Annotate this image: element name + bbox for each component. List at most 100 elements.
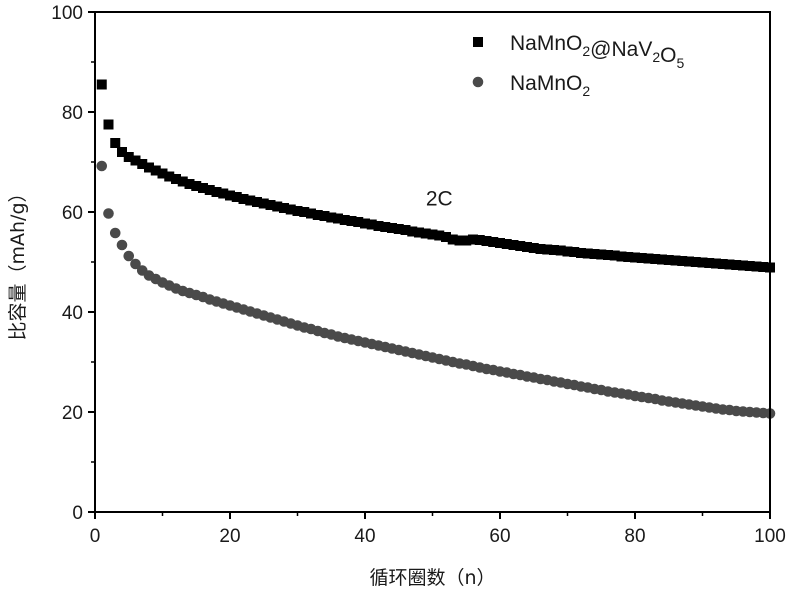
data-point-square bbox=[414, 227, 424, 238]
data-point-square bbox=[326, 212, 337, 223]
data-point-square bbox=[211, 187, 222, 197]
data-point-square bbox=[420, 228, 431, 239]
data-point-square bbox=[427, 229, 438, 240]
data-point-square bbox=[184, 179, 195, 189]
data-point-square bbox=[461, 235, 472, 246]
data-point-square bbox=[434, 230, 445, 241]
data-point-square bbox=[630, 252, 640, 263]
legend-label: NaMnO2@NaV2O5 bbox=[510, 32, 684, 71]
data-point-square bbox=[731, 260, 742, 270]
data-point-square bbox=[373, 221, 384, 231]
data-point-square bbox=[657, 254, 667, 265]
x-axis-ticks: 0 20 40 60 80 100 bbox=[90, 512, 786, 547]
data-point-circle bbox=[130, 258, 141, 270]
data-point-square bbox=[724, 259, 735, 270]
data-point-square bbox=[454, 235, 465, 246]
data-point-square bbox=[535, 244, 546, 254]
data-point-square bbox=[299, 207, 310, 217]
data-point-square bbox=[562, 246, 573, 257]
data-point-square bbox=[616, 251, 627, 262]
data-point-square bbox=[751, 261, 762, 272]
data-point-square bbox=[569, 247, 580, 257]
legend-marker-circle bbox=[472, 76, 484, 88]
data-point-square bbox=[312, 210, 323, 220]
data-point-square bbox=[501, 239, 512, 249]
x-axis-title: 循环圈数（n） bbox=[369, 567, 495, 589]
data-point-square bbox=[137, 159, 148, 169]
data-point-square bbox=[407, 226, 418, 237]
data-point-square bbox=[110, 138, 121, 148]
data-point-square bbox=[528, 243, 539, 253]
data-point-square bbox=[515, 241, 526, 251]
data-point-square bbox=[380, 222, 391, 232]
data-point-square bbox=[231, 192, 242, 202]
x-tick-label: 20 bbox=[219, 526, 240, 547]
data-point-square bbox=[204, 185, 215, 195]
data-point-square bbox=[596, 249, 607, 260]
data-point-square bbox=[481, 236, 492, 246]
data-point-square bbox=[589, 249, 600, 259]
data-point-square bbox=[387, 223, 397, 233]
data-point-square bbox=[697, 257, 708, 268]
data-point-square bbox=[360, 218, 370, 229]
data-point-square bbox=[157, 168, 168, 179]
data-point-square bbox=[677, 256, 688, 266]
data-point-square bbox=[225, 190, 235, 201]
legend-marker-square bbox=[473, 37, 483, 47]
data-point-square bbox=[670, 255, 681, 266]
data-point-square bbox=[582, 248, 593, 259]
data-point-square bbox=[306, 208, 316, 219]
data-point-square bbox=[542, 244, 553, 255]
data-point-square bbox=[258, 198, 269, 209]
data-point-square bbox=[319, 211, 330, 221]
data-point-square bbox=[744, 261, 755, 271]
data-point-square bbox=[366, 219, 377, 230]
data-point-square bbox=[738, 260, 748, 271]
data-point-square bbox=[346, 216, 357, 226]
data-point-square bbox=[130, 155, 141, 166]
x-tick-label: 0 bbox=[90, 526, 101, 547]
data-point-square bbox=[650, 254, 661, 264]
data-point-square bbox=[441, 232, 451, 242]
data-point-square bbox=[245, 195, 256, 206]
plot-frame bbox=[94, 11, 771, 513]
data-point-square bbox=[96, 79, 107, 90]
data-point-circle bbox=[116, 239, 128, 251]
data-point-square bbox=[144, 162, 154, 173]
data-point-square bbox=[218, 188, 229, 199]
data-point-square bbox=[292, 206, 303, 216]
y-axis-title: 比容量（mAh/g） bbox=[7, 183, 29, 340]
legend-label: NaMnO2 bbox=[510, 72, 590, 99]
data-point-square bbox=[609, 250, 620, 261]
data-point-square bbox=[265, 200, 276, 210]
data-point-square bbox=[333, 213, 343, 224]
data-point-square bbox=[636, 253, 647, 263]
data-series bbox=[96, 79, 776, 419]
data-point-square bbox=[198, 183, 208, 193]
y-tick-label: 40 bbox=[62, 303, 83, 324]
data-point-square bbox=[117, 147, 127, 157]
data-point-square bbox=[663, 255, 674, 265]
data-point-square bbox=[549, 245, 559, 255]
data-point-circle bbox=[96, 160, 108, 172]
y-tick-label: 60 bbox=[62, 203, 83, 224]
y-tick-label: 20 bbox=[62, 403, 83, 424]
data-point-square bbox=[171, 174, 181, 184]
data-point-square bbox=[285, 204, 296, 215]
y-axis-ticks: 0 20 40 60 80 100 bbox=[51, 3, 95, 524]
data-point-square bbox=[164, 171, 175, 182]
y-tick-label: 80 bbox=[62, 103, 83, 124]
data-point-square bbox=[447, 234, 458, 245]
data-point-square bbox=[643, 253, 654, 264]
data-point-square bbox=[252, 197, 262, 207]
data-point-square bbox=[684, 256, 694, 267]
data-point-square bbox=[400, 225, 411, 235]
data-point-square bbox=[555, 245, 566, 256]
data-point-square bbox=[522, 242, 532, 252]
data-point-square bbox=[123, 152, 134, 162]
data-point-square bbox=[191, 181, 202, 191]
data-point-square bbox=[177, 176, 188, 187]
data-point-square bbox=[576, 248, 586, 258]
data-point-square bbox=[603, 250, 613, 260]
